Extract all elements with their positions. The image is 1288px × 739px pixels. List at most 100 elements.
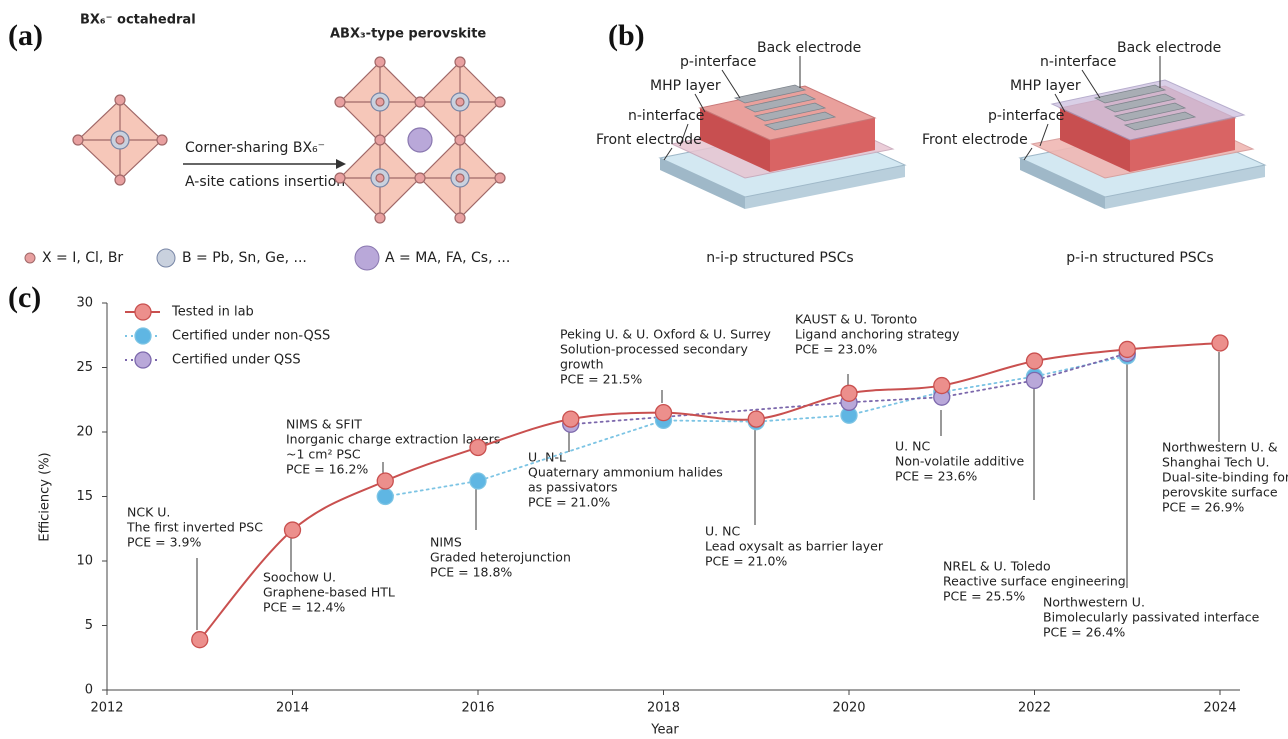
annotation: Northwestern U.	[1043, 595, 1145, 610]
annotation: PCE = 3.9%	[127, 535, 201, 550]
annotation: PCE = 18.8%	[430, 565, 512, 580]
device	[1018, 56, 1267, 209]
x-tick-label: 2018	[647, 701, 680, 716]
y-tick-label: 5	[85, 618, 93, 633]
layer-label: n-interface	[1040, 54, 1116, 70]
layer-label: Front electrode	[596, 132, 702, 148]
annotation: NREL & U. Toledo	[943, 559, 1051, 574]
legend-label: X = I, Cl, Br	[42, 250, 123, 266]
annotation: Reactive surface engineering	[943, 574, 1126, 589]
annotation: growth	[560, 357, 604, 372]
panel-title: ABX₃-type perovskite	[330, 27, 486, 42]
annotation: Peking U. & U. Oxford & U. Surrey	[560, 327, 771, 342]
layer-label: n-interface	[628, 108, 704, 124]
annotation: Northwestern U. &	[1162, 440, 1278, 455]
annotation: PCE = 23.6%	[895, 469, 977, 484]
data-point	[191, 631, 209, 649]
data-point	[469, 472, 487, 490]
annotation: Solution-processed secondary	[560, 342, 748, 357]
annotation: NCK U.	[127, 505, 170, 520]
layer-label: MHP layer	[650, 78, 721, 94]
annotation: ~1 cm² PSC	[286, 447, 361, 462]
legend-icon	[24, 252, 36, 264]
legend-marker	[134, 327, 152, 345]
panel-title: BX₆⁻ octahedral	[80, 13, 196, 28]
data-point	[376, 472, 394, 490]
annotation: PCE = 21.0%	[705, 554, 787, 569]
annotation: Graphene-based HTL	[263, 585, 395, 600]
arrow	[183, 159, 346, 169]
data-point	[1025, 352, 1044, 370]
layer-label: p-interface	[988, 108, 1064, 124]
data-point	[469, 438, 487, 457]
legend-marker	[134, 351, 152, 369]
annotation: as passivators	[528, 480, 618, 495]
legend-label: B = Pb, Sn, Ge, ...	[182, 250, 307, 266]
annotation: Quaternary ammonium halides	[528, 465, 723, 480]
legend-label: Certified under non-QSS	[172, 329, 330, 344]
x-tick-label: 2022	[1018, 701, 1051, 716]
data-point	[654, 403, 673, 422]
annotation: PCE = 26.9%	[1162, 500, 1244, 515]
annotation: Bimolecularly passivated interface	[1043, 610, 1260, 625]
annotation: perovskite surface	[1162, 485, 1278, 500]
octahedron	[72, 94, 168, 186]
device-caption: p-i-n structured PSCs	[1066, 250, 1213, 266]
layer-label: MHP layer	[1010, 78, 1081, 94]
annotation: PCE = 23.0%	[795, 342, 877, 357]
legend-label: A = MA, FA, Cs, ...	[385, 250, 510, 266]
data-point	[283, 521, 302, 539]
y-tick-label: 25	[76, 360, 93, 375]
layer-label: Back electrode	[757, 40, 861, 56]
data-point	[1118, 340, 1136, 359]
annotation: Graded heterojunction	[430, 550, 571, 565]
perovskite	[334, 56, 506, 224]
y-tick-label: 0	[85, 683, 93, 698]
annotation: Soochow U.	[263, 570, 336, 585]
annotation: Ligand anchoring strategy	[795, 327, 960, 342]
data-point	[562, 410, 580, 428]
series-line	[384, 354, 1129, 498]
arrow-label: A-site cations insertion	[185, 174, 345, 190]
legend-marker	[134, 303, 152, 321]
annotation: KAUST & U. Toronto	[795, 312, 917, 327]
annotation: Inorganic charge extraction layers	[286, 432, 500, 447]
x-tick-label: 2012	[90, 701, 123, 716]
x-tick-label: 2020	[832, 701, 865, 716]
data-point	[747, 410, 765, 428]
legend-icon	[156, 248, 176, 268]
y-tick-label: 20	[76, 425, 93, 440]
annotation: U. N-L	[528, 450, 566, 465]
annotation: NIMS & SFIT	[286, 417, 362, 432]
data-point	[1211, 334, 1229, 352]
data-point	[1025, 371, 1044, 390]
device	[658, 56, 907, 209]
panel-label: (b)	[608, 19, 645, 52]
annotation: The first inverted PSC	[126, 520, 263, 535]
y-tick-label: 10	[76, 554, 93, 569]
annotation: PCE = 21.5%	[560, 372, 642, 387]
data-point	[933, 376, 951, 395]
annotation: PCE = 12.4%	[263, 600, 345, 615]
x-tick-label: 2024	[1203, 701, 1236, 716]
layer-label: Front electrode	[922, 132, 1028, 148]
y-tick-label: 30	[76, 296, 93, 311]
data-point	[376, 487, 394, 506]
annotation: U. NC	[895, 439, 930, 454]
panel-label: (a)	[8, 19, 43, 52]
annotation: Shanghai Tech U.	[1162, 455, 1270, 470]
legend-icon	[354, 245, 380, 271]
y-tick-label: 15	[76, 489, 93, 504]
annotation: Dual-site-binding for	[1162, 470, 1288, 485]
legend-label: Tested in lab	[171, 305, 254, 320]
device-caption: n-i-p structured PSCs	[706, 250, 853, 266]
annotation: U. NC	[705, 524, 740, 539]
layer-label: p-interface	[680, 54, 756, 70]
annotation: PCE = 25.5%	[943, 589, 1025, 604]
legend-label: Certified under QSS	[172, 353, 301, 368]
annotation: PCE = 16.2%	[286, 462, 368, 477]
annotation: Non-volatile additive	[895, 454, 1025, 469]
layer-label: Back electrode	[1117, 40, 1221, 56]
annotation: PCE = 21.0%	[528, 495, 610, 510]
